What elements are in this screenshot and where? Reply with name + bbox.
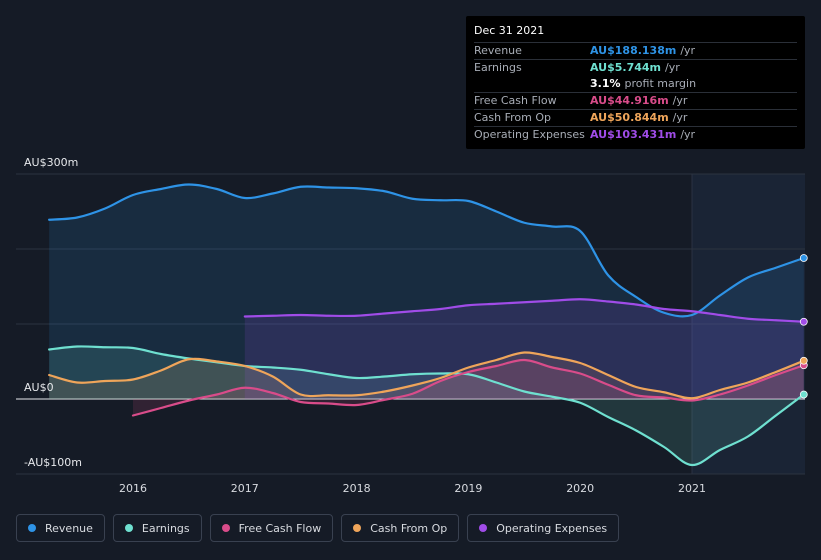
tooltip-row: Revenue AU$188.138m/yr	[474, 42, 797, 59]
tooltip-row: Earnings AU$5.744m/yr	[474, 59, 797, 76]
tooltip-row-unit: /yr	[680, 128, 696, 141]
tooltip-row-label: Cash From Op	[474, 111, 552, 124]
data-tooltip: Dec 31 2021 Revenue AU$188.138m/yr Earning…	[466, 16, 805, 149]
tooltip-row-value: AU$5.744m	[590, 61, 662, 74]
operating-expenses-line	[243, 298, 805, 323]
tooltip-row-label	[474, 76, 590, 92]
tooltip-row-unit: /yr	[672, 111, 688, 124]
legend-dot-icon	[479, 524, 488, 532]
y-tick-label: AU$300m	[24, 156, 78, 169]
tooltip-row: Free Cash Flow AU$44.916m/yr	[474, 92, 797, 109]
legend-label: Earnings	[141, 521, 190, 535]
earnings-area	[49, 346, 804, 466]
earnings-end-marker	[799, 390, 808, 399]
tooltip-row-unit: /yr	[665, 61, 680, 74]
tooltip-row-value: AU$44.916m	[590, 94, 669, 107]
earnings-line	[48, 345, 805, 467]
x-tick-label: 2016	[119, 482, 147, 495]
x-tick-label: 2019	[454, 482, 482, 495]
x-axis-ticks: 2016 2017 2018 2019 2020 2021	[119, 482, 706, 495]
legend-item-earnings[interactable]: Earnings	[112, 514, 202, 542]
tooltip-row-value: AU$188.138m	[590, 44, 677, 57]
x-tick-label: 2021	[678, 482, 706, 495]
x-tick-label: 2020	[566, 482, 594, 495]
legend-item-operating-expenses[interactable]: Operating Expenses	[467, 514, 620, 542]
legend-dot-icon	[353, 524, 362, 532]
tooltip-row-label: Operating Expenses	[474, 128, 585, 141]
legend-label: Cash From Op	[370, 521, 448, 535]
y-tick-label: AU$0	[24, 381, 54, 394]
legend-dot-icon	[221, 524, 230, 532]
revenue-line	[48, 183, 805, 318]
free-cash-flow-line	[131, 358, 805, 417]
tooltip-row: 3.1% profit margin	[474, 76, 797, 92]
tooltip-row: Operating Expenses AU$103.431m/yr	[474, 126, 797, 143]
legend-item-cash-from-op[interactable]: Cash From Op	[341, 514, 460, 542]
legend-item-free-cash-flow[interactable]: Free Cash Flow	[209, 514, 334, 542]
series-end-markers	[799, 254, 808, 399]
tooltip-row-value: AU$103.431m	[590, 128, 677, 141]
tooltip-row-label: Revenue	[474, 44, 522, 57]
tooltip-row-unit: profit margin	[624, 77, 697, 90]
cash-from-op-line	[48, 351, 805, 400]
operating-expenses-end-marker	[799, 317, 808, 326]
financial-chart: AU$300m AU$0 -AU$100m 2016 2017 2018 2019 2020…	[16, 156, 808, 495]
tooltip-row-unit: /yr	[672, 94, 688, 107]
tooltip-row-unit: /yr	[680, 44, 696, 57]
legend-dot-icon	[124, 524, 133, 532]
tooltip-row-label: Free Cash Flow	[474, 94, 557, 107]
operating-expenses-area	[244, 299, 804, 399]
tooltip-row-value: AU$50.844m	[590, 111, 669, 124]
tooltip-row-label: Earnings	[474, 61, 522, 74]
chart-legend: Revenue Earnings Free Cash Flow Cash From O…	[16, 514, 620, 542]
cash-from-op-end-marker	[799, 356, 808, 365]
x-tick-label: 2018	[343, 482, 371, 495]
revenue-end-marker	[799, 254, 808, 262]
tooltip-row: Cash From Op AU$50.844m/yr	[474, 109, 797, 126]
tooltip-rows: Revenue AU$188.138m/yr Earnings AU$5.744m/y…	[474, 42, 797, 143]
x-tick-label: 2017	[231, 482, 259, 495]
series-lines	[48, 183, 805, 467]
grid-lines	[16, 173, 805, 475]
tooltip-row-value: 3.1%	[590, 77, 621, 90]
y-axis-ticks: AU$300m AU$0 -AU$100m	[24, 156, 82, 469]
revenue-area	[49, 184, 804, 399]
legend-label: Revenue	[45, 521, 93, 535]
y-tick-label: -AU$100m	[24, 456, 82, 469]
legend-item-revenue[interactable]: Revenue	[16, 514, 105, 542]
legend-label: Free Cash Flow	[238, 521, 322, 535]
tooltip-date: Dec 31 2021	[474, 24, 545, 37]
legend-dot-icon	[28, 524, 36, 532]
legend-label: Operating Expenses	[496, 521, 608, 535]
